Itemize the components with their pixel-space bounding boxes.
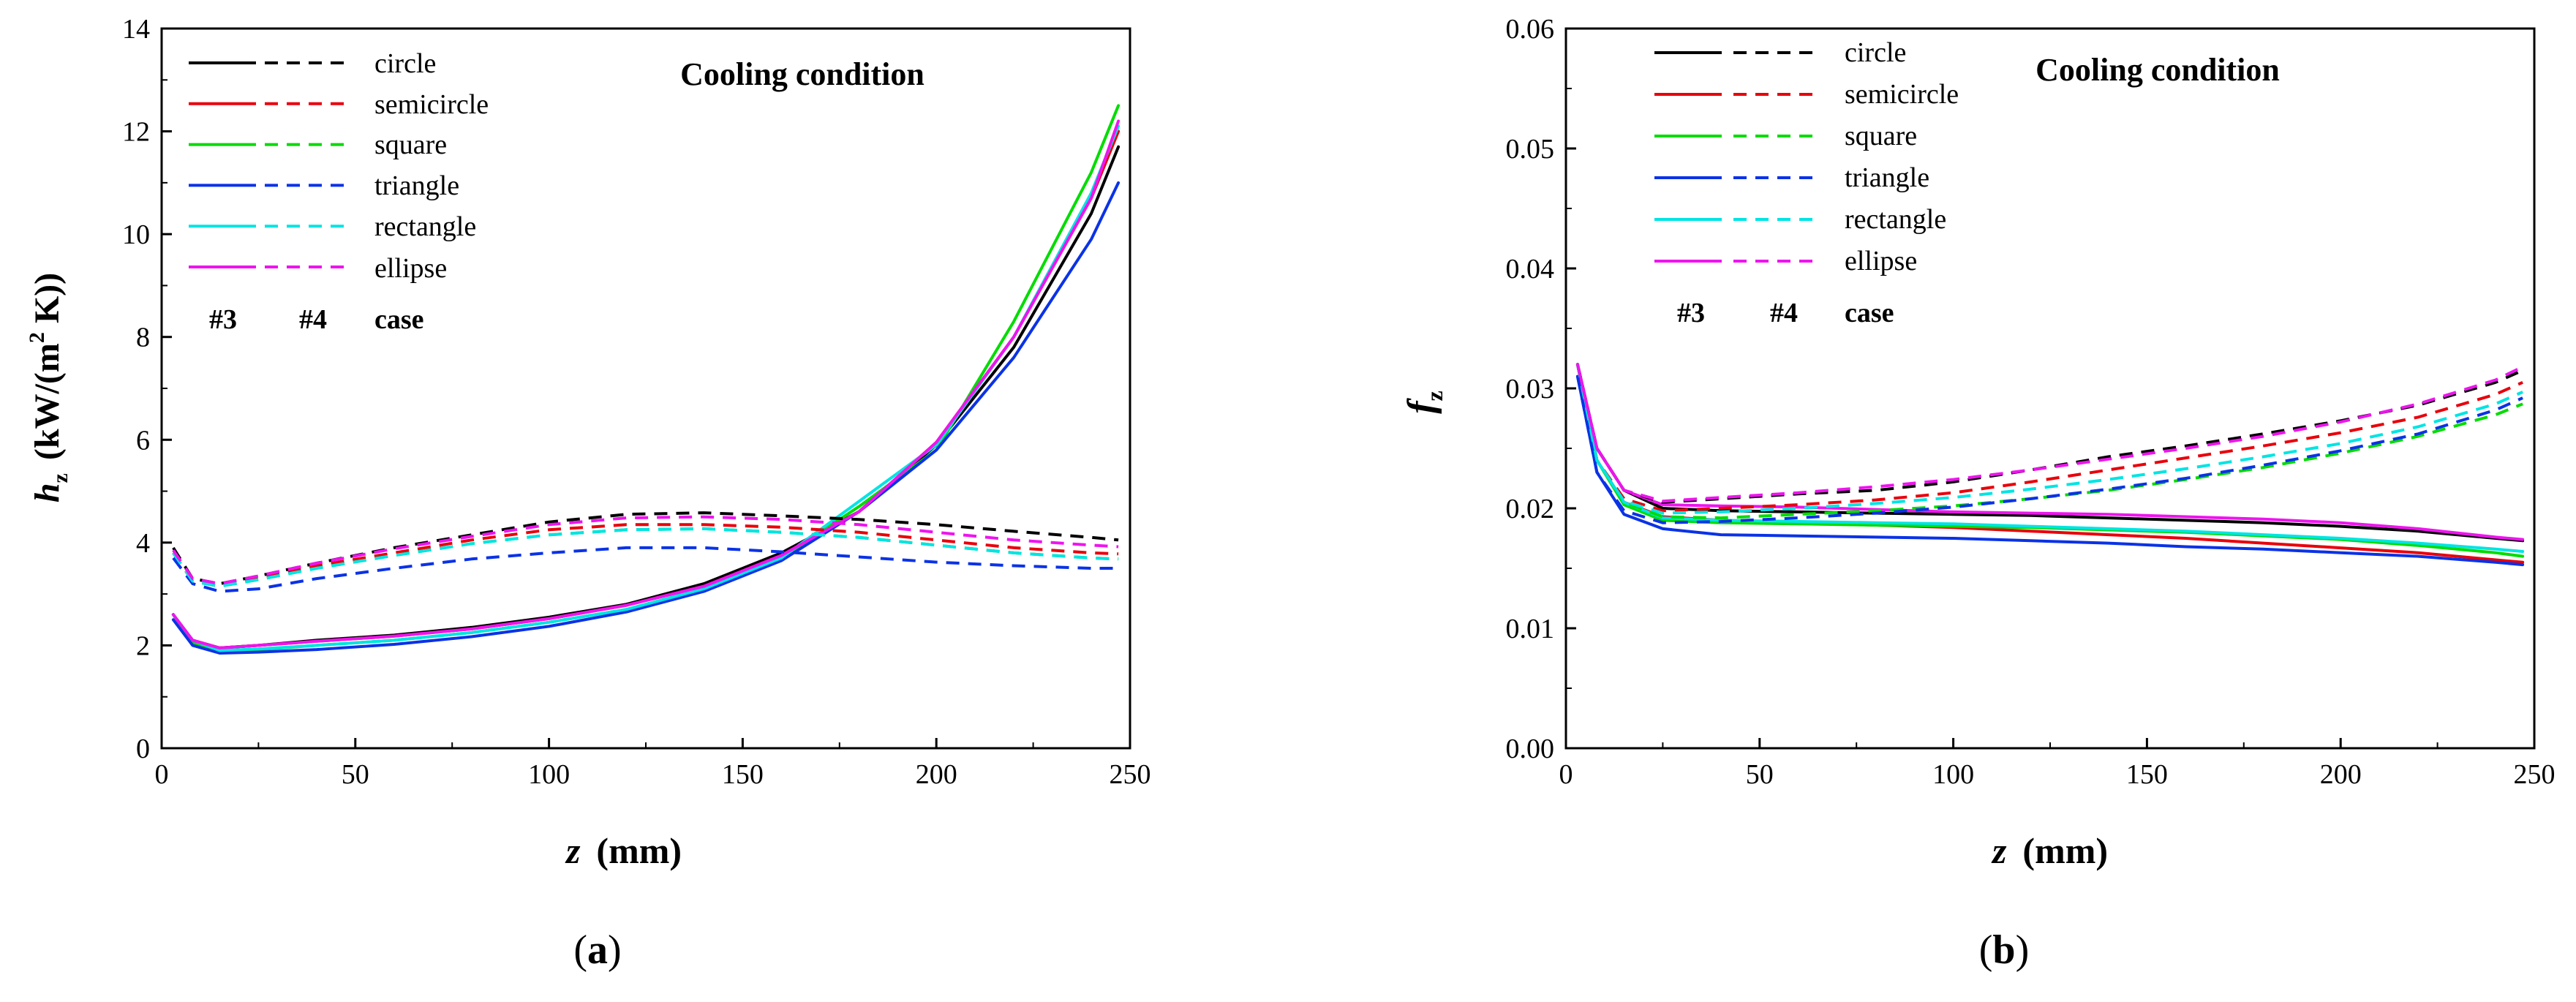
x-tick-label-b-2: 100 bbox=[1932, 759, 1974, 790]
legend-b-case-4: #4 bbox=[1770, 298, 1798, 328]
y-tick-label-a-5: 10 bbox=[122, 219, 150, 250]
chart-a-y-sup: 2 bbox=[25, 332, 49, 343]
legend-b-item-semicircle: semicircle bbox=[1845, 79, 1959, 110]
series-b-circle-case3 bbox=[1575, 363, 2525, 543]
series-a-circle-case3 bbox=[171, 145, 1121, 649]
y-tick-label-a-2: 4 bbox=[136, 528, 150, 559]
legend-a-item-semicircle: semicircle bbox=[374, 89, 489, 120]
x-tick-label-a-4: 200 bbox=[916, 759, 957, 790]
chart-b: 0 50 100 150 200 250 0.00 0.01 0.02 0.03 0.04 0.05 0… bbox=[1401, 14, 2556, 973]
x-tick-label-b-1: 50 bbox=[1746, 759, 1774, 790]
series-b-triangle-case4 bbox=[1575, 376, 2523, 524]
panel-label-a-text: (a) bbox=[573, 927, 621, 973]
legend-a-case-word: case bbox=[374, 304, 424, 335]
legend-a-item-ellipse: ellipse bbox=[374, 253, 447, 284]
y-tick-label-a-7: 14 bbox=[122, 14, 150, 45]
x-tick-label-b-3: 150 bbox=[2126, 759, 2168, 790]
y-tick-label-a-0: 0 bbox=[136, 734, 150, 764]
series-a-ellipse-case3 bbox=[171, 119, 1121, 649]
chart-a-x-symbol: z bbox=[565, 830, 581, 871]
y-tick-label-a-3: 6 bbox=[136, 425, 150, 456]
y-tick-label-a-1: 2 bbox=[136, 630, 150, 661]
legend-a-case-3: #3 bbox=[209, 304, 237, 335]
chart-b-x-symbol: z bbox=[1991, 830, 2007, 871]
chart-a-y-symbol: h bbox=[28, 483, 67, 502]
series-b bbox=[1575, 363, 2525, 567]
x-tick-label-b-4: 200 bbox=[2320, 759, 2362, 790]
legend-b-item-circle: circle bbox=[1845, 37, 1906, 68]
x-tick-label-a-5: 250 bbox=[1110, 759, 1151, 790]
series-a-triangle-case3 bbox=[171, 181, 1121, 655]
series-b-semicircle-case4 bbox=[1575, 363, 2523, 513]
series-b-triangle-case3 bbox=[1575, 374, 2525, 567]
y-tick-label-b-1: 0.01 bbox=[1506, 614, 1555, 644]
y-tick-label-b-2: 0.02 bbox=[1506, 494, 1555, 524]
x-tick-label-a-3: 150 bbox=[722, 759, 764, 790]
chart-a-y-label: hz (kW/(m2 K)) bbox=[25, 273, 72, 502]
series-b-rectangle-case4 bbox=[1575, 363, 2523, 515]
series-a-triangle-case4 bbox=[172, 546, 1119, 593]
legend-b-item-ellipse: ellipse bbox=[1845, 246, 1917, 276]
series-b-ellipse-case4 bbox=[1575, 363, 2523, 503]
series-a-semicircle-case4 bbox=[172, 523, 1119, 588]
series-b-semicircle-case3 bbox=[1575, 363, 2525, 564]
chart-b-y-symbol: f bbox=[1401, 398, 1442, 414]
legend-b-case-3: #3 bbox=[1677, 298, 1705, 328]
y-tick-label-b-5: 0.05 bbox=[1506, 134, 1555, 165]
chart-b-x-unit: (mm) bbox=[2022, 830, 2108, 871]
panel-label-b-text: (b) bbox=[1979, 927, 2029, 973]
legend-a-item-triangle: triangle bbox=[374, 170, 459, 201]
chart-a-y-unit2: K)) bbox=[28, 273, 67, 332]
chart-a: 0 50 100 150 200 250 0 2 4 6 8 10 12 14 Cooling condi… bbox=[25, 14, 1151, 973]
legend-a-item-circle: circle bbox=[374, 48, 436, 79]
y-tick-label-b-0: 0.00 bbox=[1506, 734, 1555, 764]
chart-a-y-sub: z bbox=[48, 473, 72, 483]
series-b-square-case4 bbox=[1575, 363, 2523, 520]
y-tick-label-a-6: 12 bbox=[122, 117, 150, 148]
chart-b-x-label: z (mm) bbox=[1991, 830, 2108, 871]
legend-b-case-word: case bbox=[1845, 298, 1894, 328]
series-a-ellipse-case4 bbox=[172, 515, 1119, 586]
legend-a-item-rectangle: rectangle bbox=[374, 211, 476, 242]
chart-a-x-label: z (mm) bbox=[565, 830, 682, 871]
ticks-a: 0 50 100 150 200 250 0 2 4 6 8 10 12 14 bbox=[122, 14, 1151, 790]
legend-b: circle semicircle square triangle rectan… bbox=[1654, 37, 1959, 328]
ticks-b: 0 50 100 150 200 250 0.00 0.01 0.02 0.03 0.04 0.05 0… bbox=[1506, 14, 2556, 790]
series-b-square-case3 bbox=[1575, 363, 2525, 558]
y-tick-label-a-4: 8 bbox=[136, 323, 150, 353]
y-tick-label-b-6: 0.06 bbox=[1506, 14, 1555, 45]
legend-b-lines bbox=[1654, 51, 1820, 263]
chart-a-title: Cooling condition bbox=[680, 56, 924, 92]
legend-a-case-4: #4 bbox=[299, 304, 327, 335]
y-tick-label-b-3: 0.03 bbox=[1506, 374, 1555, 404]
legend-b-item-rectangle: rectangle bbox=[1845, 204, 1946, 235]
x-tick-label-a-1: 50 bbox=[342, 759, 369, 790]
panel-label-b: (b) bbox=[1979, 927, 2029, 973]
x-tick-label-b-0: 0 bbox=[1559, 759, 1573, 790]
chart-b-title: Cooling condition bbox=[2035, 52, 2280, 88]
x-tick-label-a-0: 0 bbox=[155, 759, 169, 790]
chart-a-y-unit1: (kW/(m bbox=[28, 343, 67, 460]
legend-b-item-square: square bbox=[1845, 121, 1917, 151]
chart-b-y-sub: z bbox=[1421, 391, 1447, 401]
series-a-rectangle-case4 bbox=[172, 527, 1119, 588]
x-tick-label-b-5: 250 bbox=[2514, 759, 2556, 790]
legend-a-item-square: square bbox=[374, 129, 447, 160]
legend-a: circle semicircle square triangle rectan… bbox=[189, 48, 489, 335]
chart-a-x-unit: (mm) bbox=[596, 830, 682, 871]
chart-b-y-label: fz bbox=[1401, 391, 1447, 414]
y-tick-label-b-4: 0.04 bbox=[1506, 254, 1555, 285]
legend-a-lines bbox=[189, 61, 351, 268]
panel-label-a: (a) bbox=[573, 927, 621, 973]
series-b-rectangle-case3 bbox=[1575, 363, 2525, 553]
legend-b-item-triangle: triangle bbox=[1845, 162, 1929, 193]
series-a bbox=[171, 104, 1121, 655]
x-tick-label-a-2: 100 bbox=[528, 759, 570, 790]
